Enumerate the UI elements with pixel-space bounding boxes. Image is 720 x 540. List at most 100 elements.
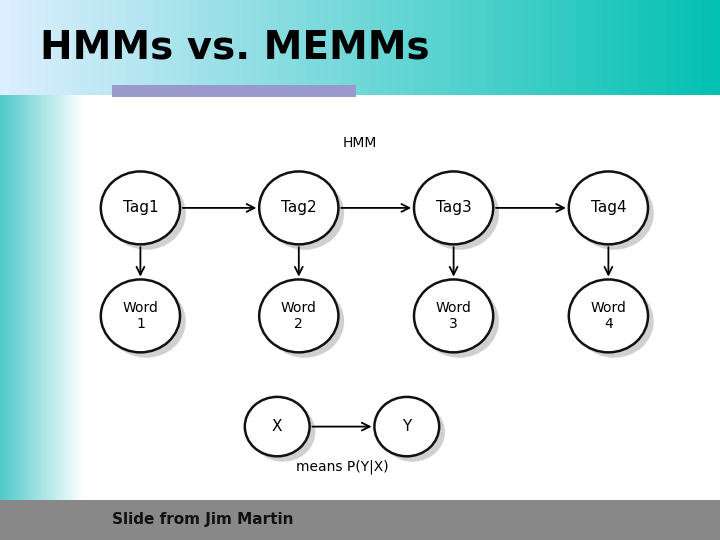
Bar: [38, 94, 40, 500]
Bar: [261, 0, 270, 94]
Ellipse shape: [245, 397, 310, 456]
Bar: [288, 0, 297, 94]
Bar: [639, 0, 648, 94]
Bar: [28, 94, 29, 500]
Bar: [31, 94, 32, 500]
Bar: [117, 0, 126, 94]
Bar: [81, 94, 82, 500]
Bar: [63, 0, 72, 94]
Ellipse shape: [101, 280, 180, 353]
Text: HMMs vs. MEMMs: HMMs vs. MEMMs: [40, 28, 429, 66]
Bar: [66, 94, 67, 500]
Bar: [9, 0, 18, 94]
Bar: [180, 0, 189, 94]
Bar: [4, 94, 5, 500]
Bar: [54, 94, 55, 500]
Bar: [225, 0, 234, 94]
Bar: [405, 0, 414, 94]
Bar: [243, 0, 252, 94]
Bar: [306, 0, 315, 94]
Bar: [17, 94, 19, 500]
Bar: [18, 0, 27, 94]
Bar: [90, 0, 99, 94]
Bar: [33, 94, 34, 500]
Bar: [252, 0, 261, 94]
Text: Tag4: Tag4: [590, 200, 626, 215]
Text: Y: Y: [402, 419, 411, 434]
Bar: [48, 94, 49, 500]
Bar: [12, 94, 14, 500]
Bar: [549, 0, 558, 94]
Bar: [60, 94, 61, 500]
Bar: [35, 94, 36, 500]
Bar: [162, 0, 171, 94]
Ellipse shape: [380, 402, 445, 462]
Bar: [234, 0, 243, 94]
Bar: [108, 0, 117, 94]
Bar: [67, 94, 68, 500]
Bar: [54, 0, 63, 94]
Bar: [171, 0, 180, 94]
Bar: [32, 94, 33, 500]
Bar: [49, 94, 50, 500]
Ellipse shape: [107, 285, 186, 357]
Bar: [68, 94, 69, 500]
Bar: [36, 94, 37, 500]
Bar: [82, 94, 83, 500]
Bar: [531, 0, 540, 94]
Bar: [567, 0, 576, 94]
Bar: [612, 0, 621, 94]
Bar: [351, 0, 360, 94]
Bar: [135, 0, 144, 94]
Bar: [69, 94, 71, 500]
Bar: [378, 0, 387, 94]
Ellipse shape: [420, 177, 499, 249]
Bar: [83, 94, 720, 500]
Bar: [576, 0, 585, 94]
Bar: [324, 0, 333, 94]
Bar: [198, 0, 207, 94]
Text: HMM: HMM: [343, 136, 377, 150]
Bar: [45, 94, 47, 500]
Ellipse shape: [414, 280, 493, 353]
Bar: [603, 0, 612, 94]
Text: Word
1: Word 1: [122, 301, 158, 331]
Ellipse shape: [569, 280, 648, 353]
Bar: [58, 94, 59, 500]
Bar: [144, 0, 153, 94]
Bar: [64, 94, 66, 500]
Bar: [52, 94, 53, 500]
Bar: [81, 0, 90, 94]
Bar: [53, 94, 54, 500]
Bar: [675, 0, 684, 94]
Ellipse shape: [414, 172, 493, 244]
Bar: [16, 94, 17, 500]
Bar: [34, 94, 35, 500]
Bar: [75, 94, 76, 500]
Ellipse shape: [259, 172, 338, 244]
Bar: [0, 500, 720, 540]
Bar: [387, 0, 396, 94]
Text: Word
4: Word 4: [590, 301, 626, 331]
Bar: [522, 0, 531, 94]
Bar: [504, 0, 513, 94]
Ellipse shape: [575, 285, 654, 357]
Bar: [711, 0, 720, 94]
Bar: [57, 94, 58, 500]
Bar: [315, 0, 324, 94]
Bar: [47, 94, 48, 500]
Bar: [36, 0, 45, 94]
Bar: [22, 94, 23, 500]
Text: Word
2: Word 2: [281, 301, 317, 331]
Bar: [24, 94, 26, 500]
Bar: [1, 94, 2, 500]
Bar: [99, 0, 108, 94]
Bar: [26, 94, 27, 500]
Bar: [495, 0, 504, 94]
Bar: [6, 94, 7, 500]
Bar: [333, 0, 342, 94]
Bar: [30, 94, 31, 500]
Bar: [441, 0, 450, 94]
Bar: [684, 0, 693, 94]
Bar: [62, 94, 63, 500]
